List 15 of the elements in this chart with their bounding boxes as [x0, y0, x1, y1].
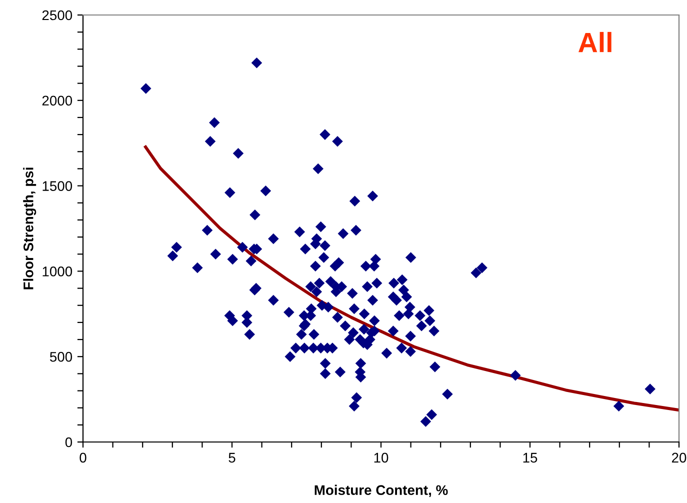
y-axis-title: Floor Strength, psi	[23, 168, 36, 290]
x-tick-label: 0	[80, 452, 86, 463]
y-tick-label: 500	[50, 352, 72, 362]
chart-title: All	[578, 32, 612, 52]
line-series	[144, 146, 679, 412]
x-axis-title: Moisture Content, %	[314, 484, 448, 498]
y-tick-label: 1500	[42, 181, 72, 191]
y-tick-label: 0	[65, 437, 72, 448]
x-tick-label: 5	[228, 452, 236, 463]
y-tick-label: 1000	[42, 266, 72, 276]
x-tick-label: 15	[523, 452, 538, 463]
x-tick-label: 20	[672, 452, 686, 463]
y-tick-label: 2500	[42, 10, 72, 20]
y-tick-label: 2000	[42, 96, 72, 106]
x-tick-label: 10	[374, 452, 388, 463]
